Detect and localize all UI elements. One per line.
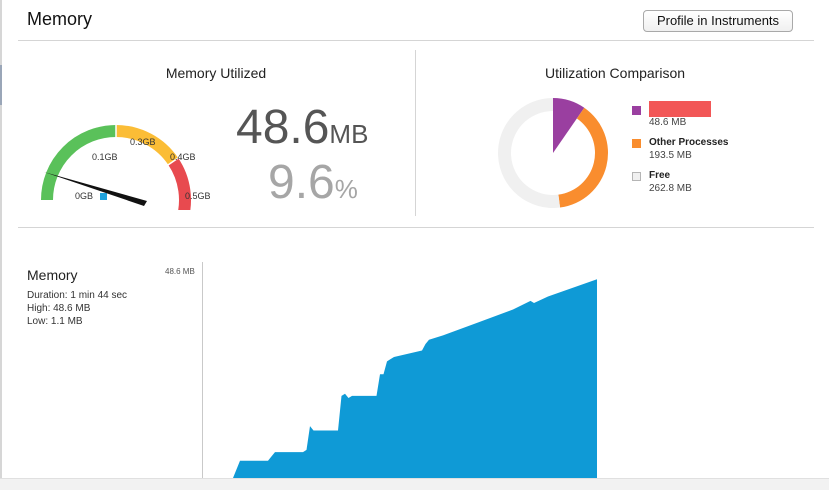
memory-graph-title: Memory bbox=[27, 267, 78, 283]
memory-area-series bbox=[233, 279, 597, 478]
memory-high: High: 48.6 MB bbox=[27, 303, 91, 314]
profile-in-instruments-button[interactable]: Profile in Instruments bbox=[643, 10, 793, 32]
legend-swatch-free bbox=[632, 172, 641, 181]
memory-percent-number: 9.6 bbox=[268, 156, 335, 209]
bottom-bar bbox=[0, 478, 829, 490]
gauge-segment-red bbox=[168, 158, 191, 210]
memory-graph-axis-max-label: 48.6 MB bbox=[165, 267, 195, 276]
memory-area-chart bbox=[233, 279, 597, 478]
gauge-label-0: 0GB bbox=[75, 191, 93, 201]
memory-utilized-title: Memory Utilized bbox=[165, 65, 267, 81]
legend-value-this-app: 48.6 MB bbox=[649, 117, 687, 128]
header-divider bbox=[18, 40, 814, 41]
gauge-needle bbox=[44, 172, 147, 206]
legend-value-free: 262.8 MB bbox=[649, 183, 692, 194]
gauge-segment-yellow bbox=[115, 125, 179, 165]
memory-graph-summary: Memory Duration: 1 min 44 sec High: 48.6… bbox=[27, 267, 127, 328]
gauge-label-1: 0.1GB bbox=[92, 152, 118, 162]
donut-slice-2 bbox=[498, 98, 561, 208]
memory-graph-axis bbox=[202, 262, 203, 478]
gauge-label-2: 0.3GB bbox=[130, 137, 156, 147]
legend-name-other-processes: Other Processes bbox=[649, 137, 729, 148]
gauge-label-4: 0.5GB bbox=[185, 191, 211, 201]
memory-value-number: 48.6 bbox=[236, 101, 330, 154]
memory-value-unit: MB bbox=[329, 119, 369, 149]
legend-swatch-other-processes bbox=[632, 139, 641, 148]
redacted-app-name bbox=[649, 101, 711, 117]
memory-gauge: 0GB 0.1GB 0.3GB 0.4GB 0.5GB bbox=[41, 124, 211, 210]
utilization-legend: 48.6 MB Other Processes 193.5 MB Free 26… bbox=[632, 101, 752, 203]
graph-divider bbox=[18, 227, 814, 228]
legend-value-other-processes: 193.5 MB bbox=[649, 150, 692, 161]
memory-utilized-value: 48.6MB bbox=[236, 100, 368, 155]
section-divider bbox=[415, 50, 416, 216]
gauge-current-marker bbox=[100, 193, 107, 200]
memory-percent-unit: % bbox=[334, 174, 358, 204]
gauge-segment-green bbox=[41, 125, 117, 201]
legend-item-other-processes: Other Processes 193.5 MB bbox=[632, 137, 752, 170]
memory-duration: Duration: 1 min 44 sec bbox=[27, 290, 128, 301]
legend-name-free: Free bbox=[649, 170, 671, 181]
gauge-label-3: 0.4GB bbox=[170, 152, 196, 162]
window-edge bbox=[0, 0, 2, 489]
memory-low: Low: 1.1 MB bbox=[27, 316, 83, 327]
legend-swatch-this-app bbox=[632, 106, 641, 115]
donut-slice-1 bbox=[558, 107, 608, 208]
utilization-comparison-title: Utilization Comparison bbox=[544, 65, 686, 81]
memory-utilized-percent: 9.6% bbox=[268, 155, 358, 210]
utilization-donut-chart bbox=[498, 98, 608, 208]
window-edge-marker bbox=[0, 65, 2, 105]
donut-slice-0 bbox=[553, 98, 585, 153]
legend-item-free: Free 262.8 MB bbox=[632, 170, 752, 203]
legend-item-this-app: 48.6 MB bbox=[632, 101, 752, 137]
gauge-tick-high bbox=[166, 156, 180, 166]
page-title: Memory bbox=[27, 9, 93, 29]
